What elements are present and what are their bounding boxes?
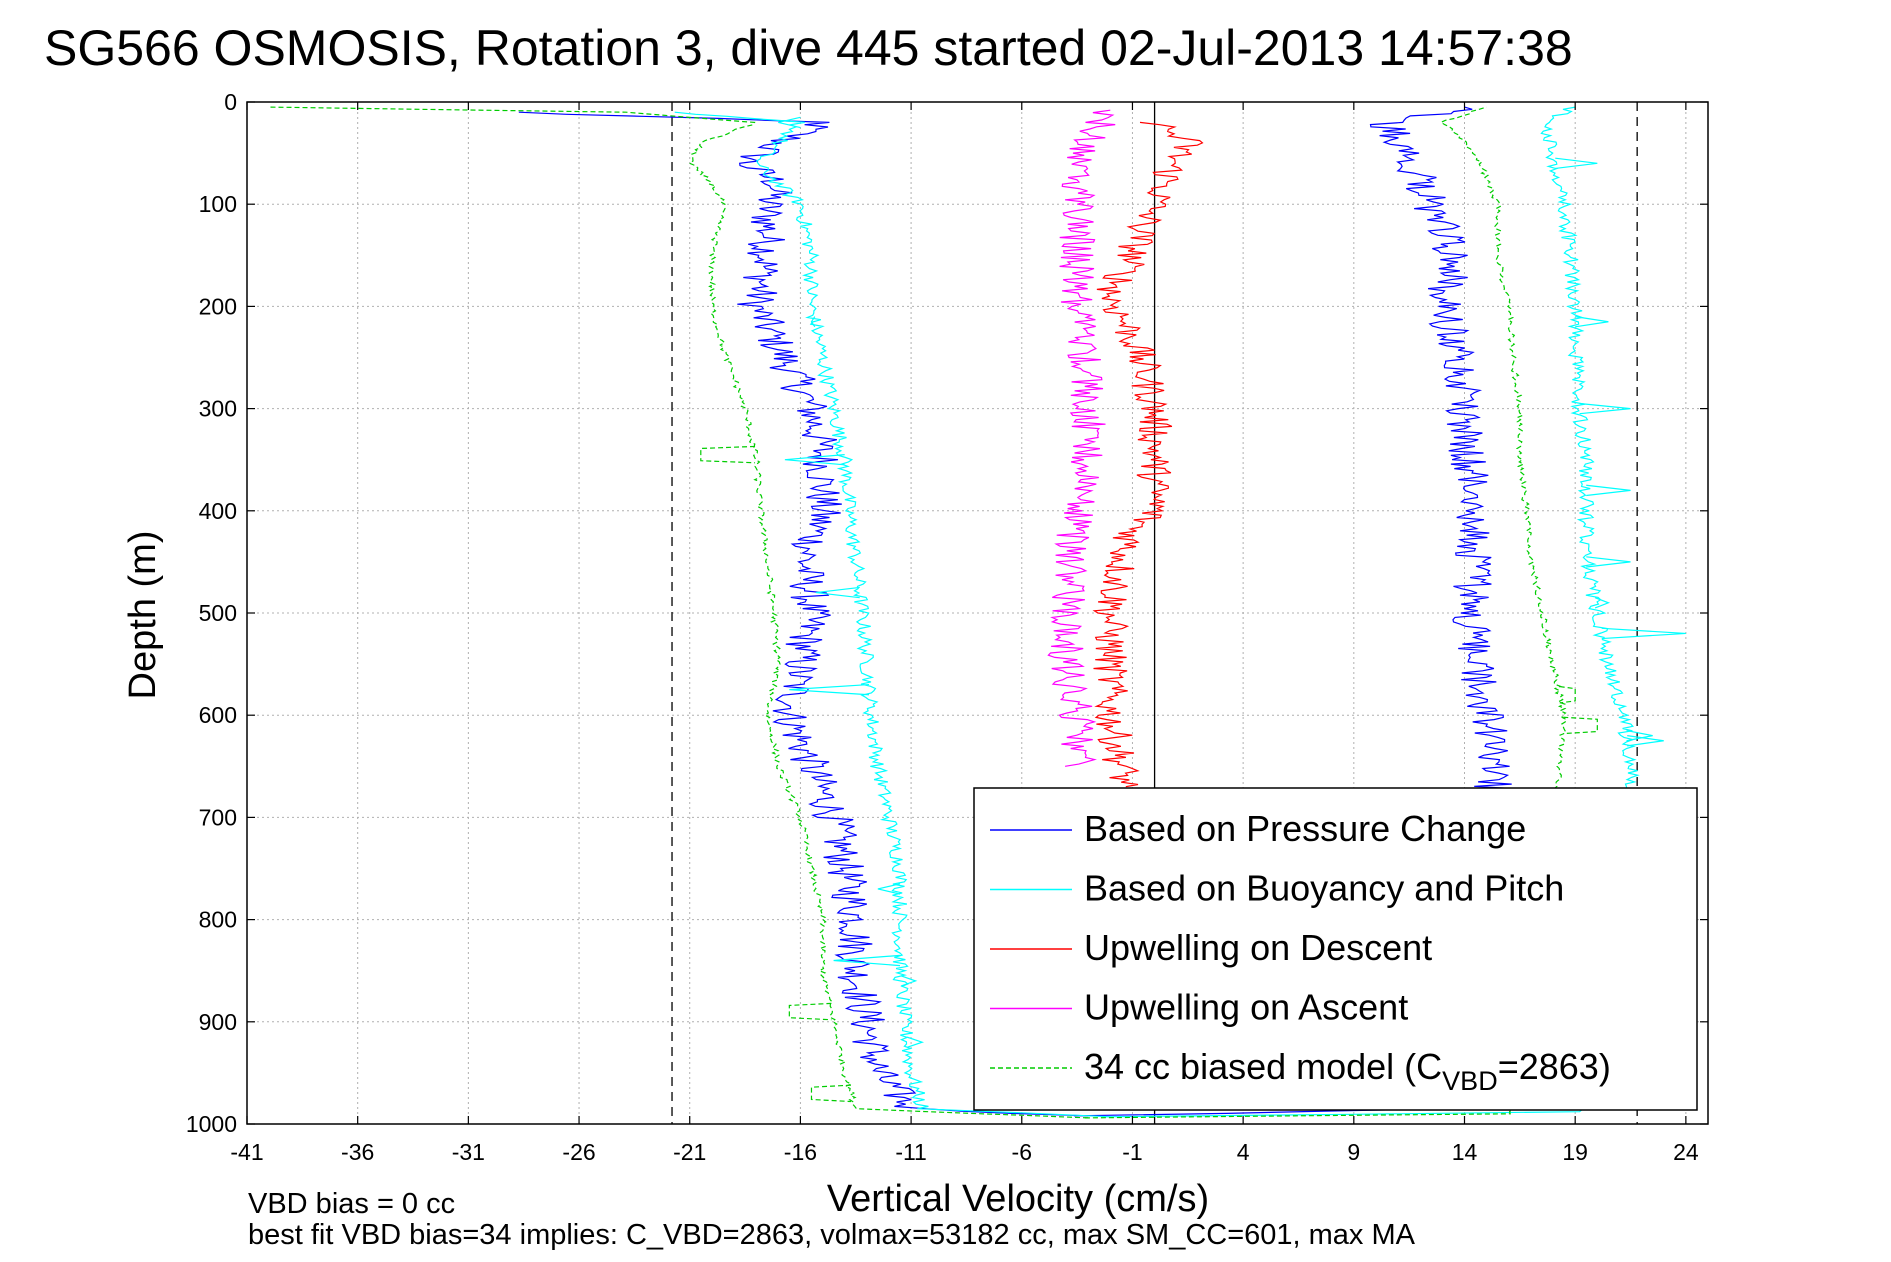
series-2-line [1092,121,1204,788]
series-1-spike [1555,157,1598,170]
series-1-spike [900,975,918,987]
y-tick-label: 400 [199,498,237,524]
series-1-spike [1586,484,1631,497]
series-0-line [518,111,1089,1117]
series-1-spike [789,683,870,696]
series-4-step [788,1002,832,1021]
y-tick-label: 200 [199,293,237,319]
legend-label-1: Based on Buoyancy and Pitch [1084,868,1564,909]
series-1-spike [833,954,901,967]
annotation-vbd-bias: VBD bias = 0 cc [248,1188,455,1220]
series-1-spike [784,453,845,466]
x-tick-label: -36 [341,1139,374,1165]
series-1-spike [906,1036,925,1048]
y-tick-label: 900 [199,1009,237,1035]
x-tick-label: 19 [1562,1139,1588,1165]
x-tick-label: -26 [562,1139,595,1165]
series-1-spike [877,883,901,895]
y-tick-label: 1000 [186,1111,237,1137]
series-4-step [700,445,756,464]
y-tick-label: 0 [224,89,237,115]
legend-label-2: Upwelling on Descent [1084,927,1432,968]
series-4-line [270,106,1089,1119]
series-1-spike [1575,316,1609,328]
x-tick-label: 14 [1452,1139,1478,1165]
x-tick-label: -21 [673,1139,706,1165]
legend-box [973,787,1698,1111]
chart-title: SG566 OSMOSIS, Rotation 3, dive 445 star… [44,20,1573,76]
y-tick-label: 100 [199,191,237,217]
series-4-step [810,1084,852,1103]
series-1-spike [778,116,801,129]
series-1-spike [1586,556,1631,568]
legend-label-3: Upwelling on Ascent [1084,987,1408,1028]
x-axis-ticks: -41 -36 -31 -26 -21 -16 -11 -6 -1 4 9 14 19 24 [230,102,1699,1165]
x-tick-label: -16 [784,1139,817,1165]
series-4-step [1563,716,1598,735]
x-tick-label: -11 [895,1139,927,1165]
x-axis-label: Vertical Velocity (cm/s) [827,1178,1209,1220]
x-tick-label: 4 [1237,1139,1250,1165]
legend: Based on Pressure Change Based on Buoyanc… [973,787,1698,1111]
series-1-line [674,111,1111,1118]
y-tick-label: 500 [199,600,237,626]
x-tick-label: -6 [1012,1139,1032,1165]
y-axis-label: Depth (m) [122,531,164,700]
legend-label-0: Based on Pressure Change [1084,808,1526,849]
x-tick-label: 24 [1673,1139,1699,1165]
x-tick-label: 9 [1347,1139,1360,1165]
series-1-spike [1594,597,1611,609]
x-tick-label: -41 [230,1139,263,1165]
series-1-spike [1601,627,1686,640]
series-4-step [1559,685,1576,704]
series-3-line [1047,109,1116,767]
y-tick-label: 300 [199,396,237,422]
series-1-spike [1627,735,1664,747]
series-1-spike [810,316,816,328]
x-tick-label: -31 [452,1139,485,1165]
y-tick-label: 800 [199,907,237,933]
series-1-spike [815,586,860,599]
series-1-spike [1579,402,1631,415]
x-tick-label: -1 [1122,1139,1142,1165]
y-tick-label: 700 [199,804,237,830]
y-tick-label: 600 [199,702,237,728]
series-1-spike [1626,729,1653,742]
annotation-best-fit: best fit VBD bias=34 implies: C_VBD=2863… [248,1219,1416,1251]
y-axis-ticks: 0 100 200 300 400 500 600 700 800 900 1000 [186,89,1708,1137]
